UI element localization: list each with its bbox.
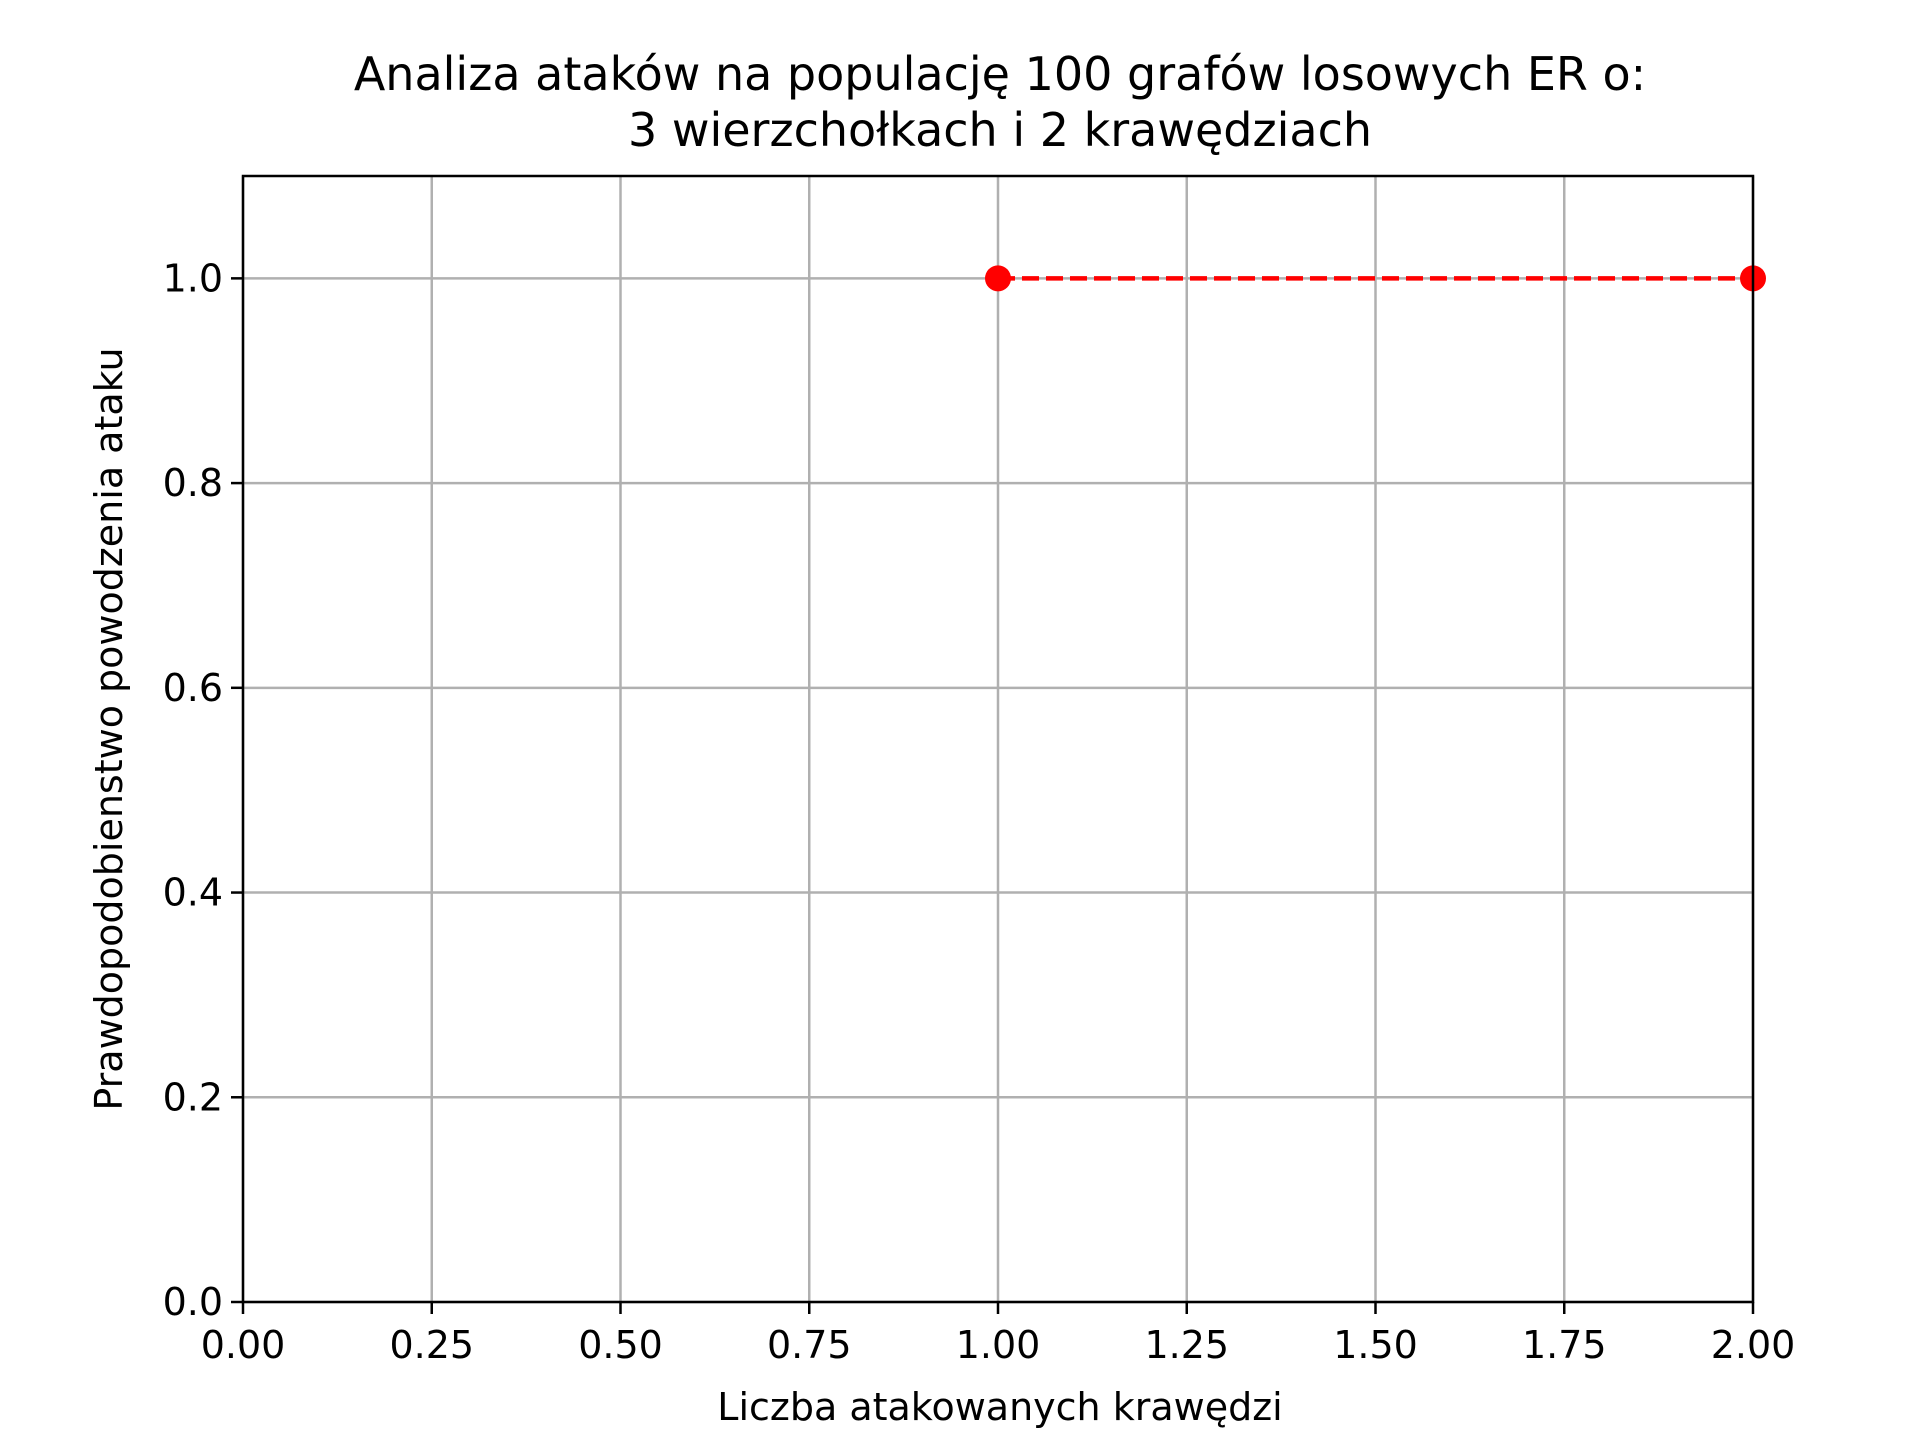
x-tick-label: 0.50 [578,1323,663,1367]
x-tick-label: 1.75 [1522,1323,1607,1367]
x-tick-label: 1.25 [1144,1323,1229,1367]
chart-title: Analiza ataków na populację 100 grafów l… [354,47,1646,101]
x-tick-label: 2.00 [1711,1323,1796,1367]
y-tick-label: 0.8 [163,461,223,505]
y-tick-label: 1.0 [163,256,223,300]
y-tick-label: 0.2 [163,1075,223,1119]
y-tick-label: 0.0 [163,1280,223,1324]
plot-frame [241,174,1755,1304]
data-point [985,265,1011,292]
grid [241,176,1755,1304]
y-axis-label: Prawdopodobienstwo powodzenia ataku [87,347,131,1110]
x-axis-label: Liczba atakowanych krawędzi [717,1385,1282,1429]
x-tick-label: 0.00 [201,1323,286,1367]
axes: 0.00 0.25 0.50 0.75 1.00 1.25 1.50 1.75 2.00 0.0 0… [163,174,1796,1367]
y-tick-label: 0.6 [163,666,223,710]
x-tick-label: 1.00 [956,1323,1041,1367]
x-tick-label: 0.25 [389,1323,474,1367]
x-tick-label: 0.75 [767,1323,852,1367]
chart-subtitle: 3 wierzchołkach i 2 krawędziach [628,103,1372,157]
y-tick-label: 0.4 [163,871,223,915]
x-tick-label: 1.50 [1333,1323,1418,1367]
